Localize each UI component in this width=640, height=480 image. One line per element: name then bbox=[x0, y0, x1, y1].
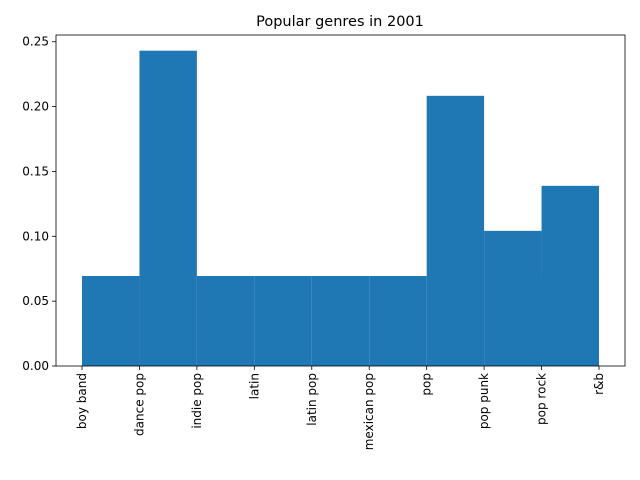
y-tick-label: 0.15 bbox=[22, 164, 49, 178]
x-tick-label: pop rock bbox=[535, 373, 549, 425]
bars-group bbox=[82, 50, 599, 367]
x-tick-label: pop punk bbox=[477, 373, 491, 429]
histogram-bar bbox=[196, 275, 255, 366]
histogram-bar bbox=[541, 275, 599, 366]
histogram-bar bbox=[254, 275, 312, 366]
histogram-bar bbox=[311, 275, 370, 366]
x-tick-label: latin bbox=[247, 373, 261, 399]
histogram-bar bbox=[484, 230, 542, 366]
x-tick-label: indie pop bbox=[190, 373, 204, 429]
y-tick-label: 0.25 bbox=[22, 35, 49, 49]
y-tick-label: 0.20 bbox=[22, 100, 49, 114]
x-tick-label: pop bbox=[420, 373, 434, 396]
x-tick-label: dance pop bbox=[132, 373, 146, 436]
y-axis-ticks: 0.00 0.05 0.10 0.15 0.20 0.25 bbox=[22, 35, 56, 373]
y-tick-label: 0.10 bbox=[22, 229, 49, 243]
x-tick-label: r&b bbox=[592, 373, 606, 395]
x-tick-label: boy band bbox=[75, 373, 89, 429]
plot-frame bbox=[55, 34, 626, 367]
histogram-bar bbox=[82, 275, 140, 366]
y-tick-label: 0.00 bbox=[22, 359, 49, 373]
histogram-bar bbox=[426, 95, 485, 367]
axes-group bbox=[55, 34, 626, 367]
y-tick-label: 0.05 bbox=[22, 294, 49, 308]
x-tick-label: latin pop bbox=[305, 373, 319, 426]
x-axis-ticks: boy band dance pop indie pop latin latin pop… bbox=[75, 366, 606, 450]
x-tick-label: mexican pop bbox=[362, 373, 376, 450]
histogram-bar bbox=[139, 50, 197, 366]
histogram-bar bbox=[369, 275, 427, 366]
chart-title: Popular genres in 2001 bbox=[256, 14, 424, 30]
